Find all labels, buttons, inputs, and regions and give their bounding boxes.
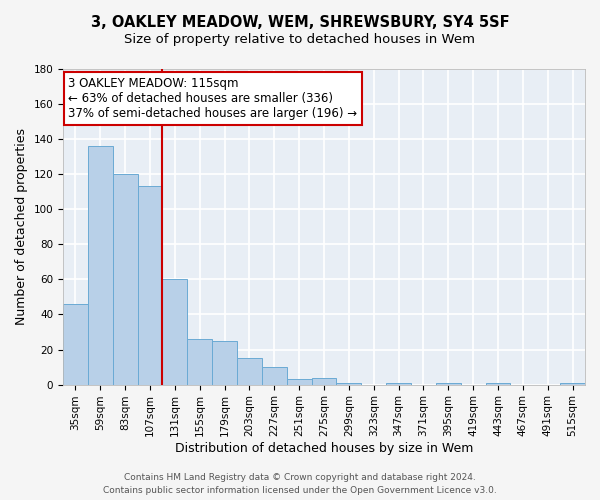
Text: 3 OAKLEY MEADOW: 115sqm
← 63% of detached houses are smaller (336)
37% of semi-d: 3 OAKLEY MEADOW: 115sqm ← 63% of detache… <box>68 77 358 120</box>
Bar <box>212 341 237 384</box>
Bar <box>88 146 113 384</box>
Bar <box>262 367 287 384</box>
Bar <box>386 383 411 384</box>
Bar <box>436 383 461 384</box>
Bar <box>560 383 585 384</box>
Bar <box>337 383 361 384</box>
Bar <box>237 358 262 384</box>
Y-axis label: Number of detached properties: Number of detached properties <box>15 128 28 326</box>
Bar <box>63 304 88 384</box>
Bar <box>311 378 337 384</box>
Text: Contains HM Land Registry data © Crown copyright and database right 2024.
Contai: Contains HM Land Registry data © Crown c… <box>103 474 497 495</box>
Bar <box>187 339 212 384</box>
Bar <box>287 380 311 384</box>
Bar <box>163 280 187 384</box>
Bar <box>113 174 137 384</box>
X-axis label: Distribution of detached houses by size in Wem: Distribution of detached houses by size … <box>175 442 473 455</box>
Bar <box>137 186 163 384</box>
Text: Size of property relative to detached houses in Wem: Size of property relative to detached ho… <box>125 32 476 46</box>
Bar <box>485 383 511 384</box>
Text: 3, OAKLEY MEADOW, WEM, SHREWSBURY, SY4 5SF: 3, OAKLEY MEADOW, WEM, SHREWSBURY, SY4 5… <box>91 15 509 30</box>
